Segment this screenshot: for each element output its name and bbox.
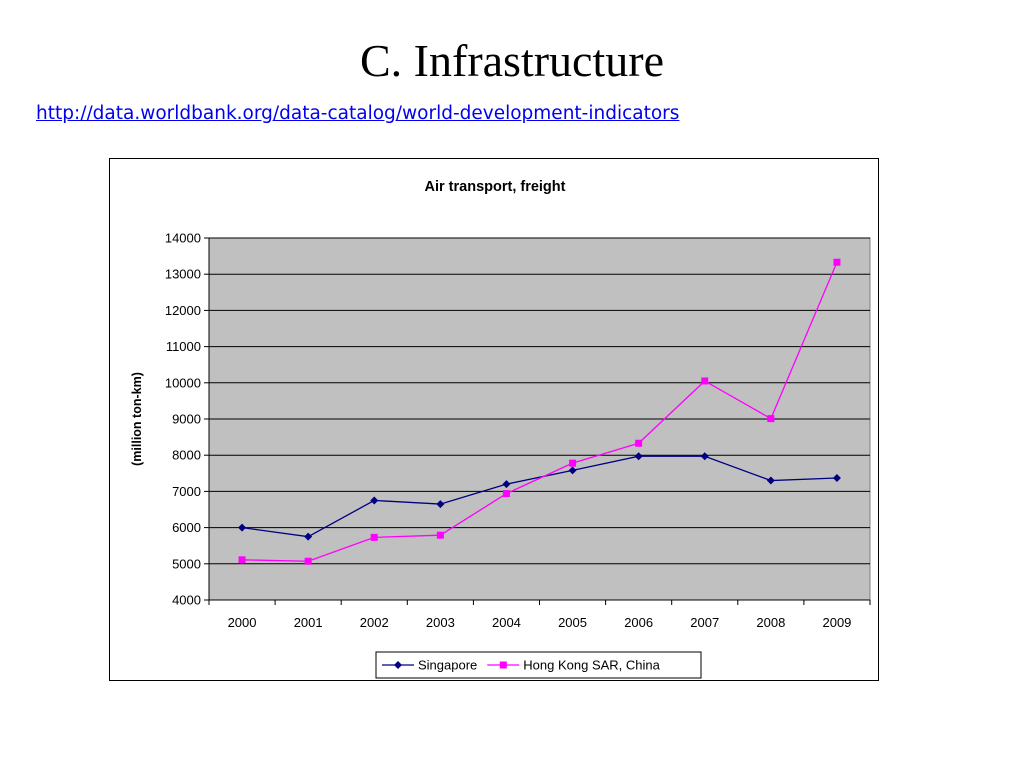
series-line-singapore xyxy=(241,455,837,538)
y-tick-label: 10000 xyxy=(165,375,201,390)
legend-marker-hong-kong-sar-china xyxy=(499,661,507,669)
chart-title: Air transport, freight xyxy=(425,179,566,195)
data-point-hong-kong-sar-china xyxy=(569,459,577,467)
x-tick-label: 2006 xyxy=(624,615,653,630)
y-tick-label: 7000 xyxy=(172,484,201,499)
x-tick-label: 2001 xyxy=(294,615,323,630)
x-tick-label: 2003 xyxy=(426,615,455,630)
x-tick-label: 2002 xyxy=(360,615,389,630)
data-point-singapore xyxy=(766,476,775,485)
series-line-hong-kong-sar-china xyxy=(242,262,838,562)
x-tick-label: 2007 xyxy=(690,615,719,630)
data-point-hong-kong-sar-china xyxy=(436,531,444,539)
y-tick-label: 13000 xyxy=(165,267,201,282)
slide-title: C. Infrastructure xyxy=(360,35,664,86)
data-point-singapore xyxy=(238,523,247,532)
x-tick-label: 2008 xyxy=(756,615,785,630)
data-point-singapore xyxy=(700,452,709,461)
legend-label-hong-kong-sar-china: Hong Kong SAR, China xyxy=(523,658,660,673)
y-axis-title: (million ton-km) xyxy=(130,372,144,466)
y-tick-label: 12000 xyxy=(165,303,201,318)
data-point-singapore xyxy=(634,452,643,461)
data-point-singapore xyxy=(832,474,841,483)
data-point-hong-kong-sar-china xyxy=(767,415,775,423)
y-tick-label: 9000 xyxy=(172,412,201,427)
data-point-singapore xyxy=(502,480,511,489)
legend: Singapore Hong Kong SAR, China xyxy=(375,651,702,679)
source-link[interactable]: http://data.worldbank.org/data-catalog/w… xyxy=(36,103,680,124)
data-point-singapore xyxy=(568,466,577,475)
line-chart: Air transport, freight 4000 5000 6000 7000 8… xyxy=(130,179,871,679)
data-point-hong-kong-sar-china xyxy=(701,377,709,385)
x-tick-label: 2000 xyxy=(228,615,257,630)
data-point-singapore xyxy=(436,500,445,509)
x-tick-label: 2009 xyxy=(822,615,851,630)
data-point-hong-kong-sar-china xyxy=(833,258,841,266)
y-tick-label: 11000 xyxy=(166,339,201,354)
y-tick-label: 6000 xyxy=(172,520,201,535)
data-point-singapore xyxy=(370,496,379,505)
legend-box xyxy=(375,651,702,679)
data-point-hong-kong-sar-china xyxy=(370,533,378,541)
data-point-hong-kong-sar-china xyxy=(304,557,312,565)
data-point-hong-kong-sar-china xyxy=(502,490,510,498)
chart-frame: Air transport, freight 4000 5000 6000 7000 8… xyxy=(109,158,879,681)
x-tick-label: 2005 xyxy=(558,615,587,630)
data-point-singapore xyxy=(304,532,313,541)
data-point-hong-kong-sar-china xyxy=(635,439,643,447)
y-tick-label: 4000 xyxy=(172,593,201,608)
data-point-hong-kong-sar-china xyxy=(238,556,246,564)
y-tick-label: 8000 xyxy=(172,448,201,463)
y-tick-label: 14000 xyxy=(165,231,201,246)
plot-area: 4000 5000 6000 7000 8000 9000 10000 11000 12000 1… xyxy=(165,231,871,630)
legend-label-singapore: Singapore xyxy=(418,658,477,673)
x-tick-label: 2004 xyxy=(492,615,521,630)
y-tick-label: 5000 xyxy=(172,556,201,571)
legend-marker-singapore xyxy=(394,661,402,669)
